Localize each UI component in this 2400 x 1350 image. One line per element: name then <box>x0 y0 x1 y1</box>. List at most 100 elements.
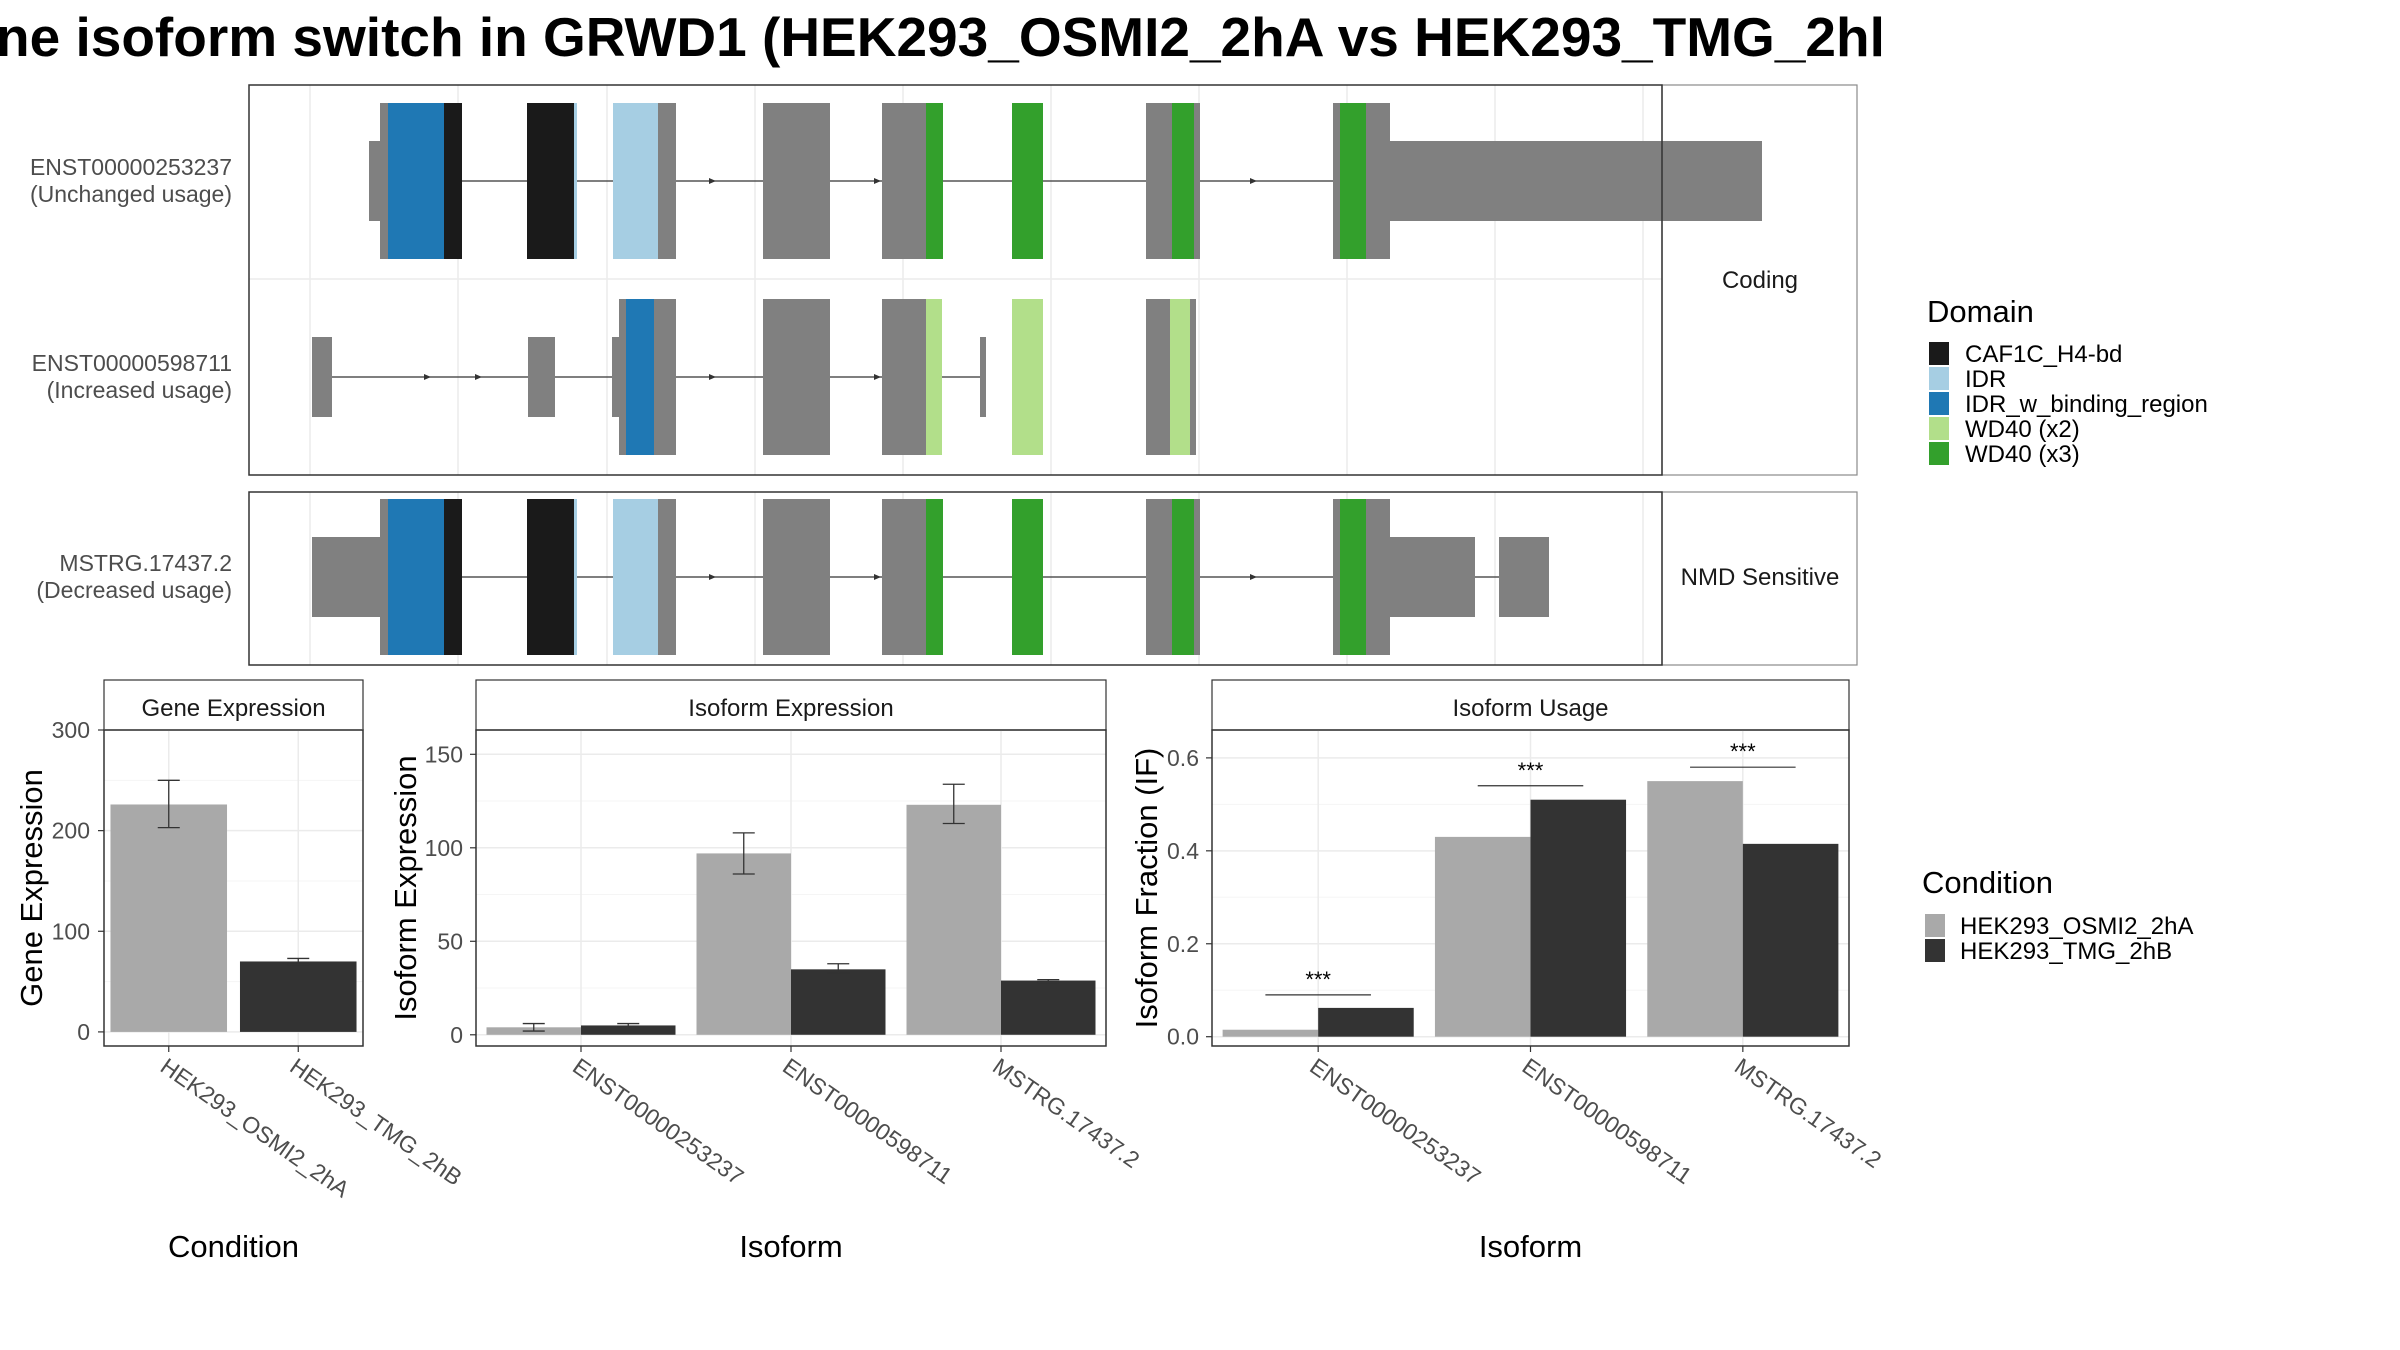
panel-strip-label: NMD Sensitive <box>1681 564 1840 591</box>
transcript-usage-label: (Decreased usage) <box>36 577 232 603</box>
x-tick-label: MSTRG.17437.2 <box>988 1053 1144 1173</box>
domain-block <box>926 499 943 655</box>
y-tick-label: 100 <box>52 918 90 944</box>
bar <box>110 804 228 1032</box>
bar <box>1222 1029 1319 1037</box>
x-tick-label: MSTRG.17437.2 <box>1730 1053 1886 1173</box>
y-tick-label: 0.4 <box>1167 838 1199 864</box>
domain-block <box>444 499 462 655</box>
bar-chart-panel: Isoform Usage 0.0 0.2 0.4 0.6 *** *** *** ENST00… <box>1129 679 1886 1264</box>
domain-legend-swatch <box>1929 392 1949 415</box>
exon-block <box>763 499 830 655</box>
error-bar <box>1037 978 1060 984</box>
domain-legend-swatch <box>1929 442 1949 465</box>
y-tick-label: 100 <box>425 835 463 861</box>
y-tick-label: 150 <box>425 741 463 767</box>
y-tick-label: 0 <box>450 1022 463 1048</box>
utr-block <box>1499 537 1549 617</box>
transcript-structure-area: Coding ENST00000253237(Unchanged usage) EN… <box>30 84 1858 666</box>
condition-legend-label: HEK293_OSMI2_2hA <box>1960 913 2193 940</box>
domain-legend-label: IDR <box>1965 366 2006 393</box>
bar-chart-panel: Isoform Expression 0 50 100 150 ENST000002532… <box>388 679 1144 1264</box>
transcript-id-label: MSTRG.17437.2 <box>59 550 232 576</box>
chart-strip <box>475 679 1107 731</box>
domain-block <box>1340 499 1366 655</box>
bar <box>1318 1007 1414 1037</box>
strand-arrow <box>709 178 716 184</box>
utr-block <box>312 537 380 617</box>
domain-block <box>1172 499 1194 655</box>
exon-block <box>882 499 926 655</box>
chart-strip <box>103 679 364 731</box>
chart-title: Isoform Expression <box>688 695 893 722</box>
legend-area: Domain CAF1C_H4-bdIDRIDR_w_binding_region… <box>1922 294 2208 965</box>
x-axis-title: Isoform <box>739 1229 842 1264</box>
utr-block <box>528 337 555 417</box>
significance-label: *** <box>1730 739 1756 764</box>
bar <box>239 961 357 1032</box>
domain-block <box>926 299 942 455</box>
bar-charts-area: Gene Expression0100200300HEK293_OSMI2_2h… <box>14 679 1886 1264</box>
bar <box>906 804 1001 1035</box>
y-axis-title: Isoform Expression <box>388 755 423 1020</box>
exon-block <box>763 103 830 259</box>
strand-arrow <box>1250 178 1257 184</box>
condition-legend-swatch <box>1925 939 1945 962</box>
transcript-id-label: ENST00000598711 <box>32 350 232 376</box>
domain-block <box>1012 103 1043 259</box>
transcript-usage-label: (Unchanged usage) <box>30 181 232 207</box>
bar <box>1001 980 1096 1035</box>
transcript-row: ENST00000598711(Increased usage) <box>32 299 1196 455</box>
chart-border <box>103 729 364 1047</box>
exon-block <box>882 103 926 259</box>
y-tick-label: 0 <box>77 1019 90 1045</box>
y-tick-label: 200 <box>52 818 90 844</box>
error-bar <box>522 1022 545 1032</box>
domain-legend-swatch <box>1929 417 1949 440</box>
strand-arrow <box>874 374 881 380</box>
domain-block <box>1340 103 1366 259</box>
bar-chart-panel: Gene Expression0100200300HEK293_OSMI2_2h… <box>14 679 467 1264</box>
strand-arrow <box>709 574 716 580</box>
domain-legend-label: CAF1C_H4-bd <box>1965 341 2122 368</box>
x-tick-label: ENST00000598711 <box>1518 1053 1697 1189</box>
condition-legend-title: Condition <box>1922 865 2053 900</box>
strand-arrow <box>874 574 881 580</box>
exon-block <box>882 299 926 455</box>
domain-block <box>613 103 658 259</box>
domain-block <box>1012 299 1043 455</box>
domain-block <box>444 103 462 259</box>
significance-label: *** <box>1518 758 1544 783</box>
domain-legend-label: WD40 (x3) <box>1965 441 2080 468</box>
transcript-usage-label: (Increased usage) <box>47 377 232 403</box>
domain-legend-swatch <box>1929 367 1949 390</box>
domain-block <box>574 103 577 259</box>
strand-arrow <box>1250 574 1257 580</box>
panel-strip-label: Coding <box>1722 267 1798 294</box>
transcript-row: ENST00000253237(Unchanged usage) <box>30 103 1762 259</box>
domain-block <box>1172 103 1194 259</box>
error-bar <box>287 957 310 966</box>
y-tick-label: 0.0 <box>1167 1024 1199 1050</box>
error-bar <box>617 1022 640 1028</box>
x-tick-label: ENST00000253237 <box>1305 1053 1485 1190</box>
domain-block <box>1012 499 1043 655</box>
panel-border <box>248 84 1663 476</box>
y-axis-title: Isoform Fraction (IF) <box>1129 748 1164 1029</box>
bar <box>1530 799 1627 1037</box>
error-bar <box>732 832 755 875</box>
bar <box>581 1025 676 1035</box>
x-axis-title: Condition <box>168 1229 299 1264</box>
bar <box>1647 781 1743 1037</box>
significance-label: *** <box>1305 967 1331 992</box>
utr-block <box>1333 141 1762 221</box>
utr-block <box>980 337 986 417</box>
x-tick-label: ENST00000598711 <box>778 1053 957 1189</box>
exon-block <box>763 299 830 455</box>
y-tick-label: 0.6 <box>1167 745 1199 771</box>
domain-block <box>613 499 658 655</box>
bar <box>696 853 791 1035</box>
error-bar <box>827 963 850 974</box>
transcript-panel: NMD Sensitive MSTRG.17437.2(Decreased usa… <box>36 491 1858 666</box>
strand-arrow <box>709 374 716 380</box>
